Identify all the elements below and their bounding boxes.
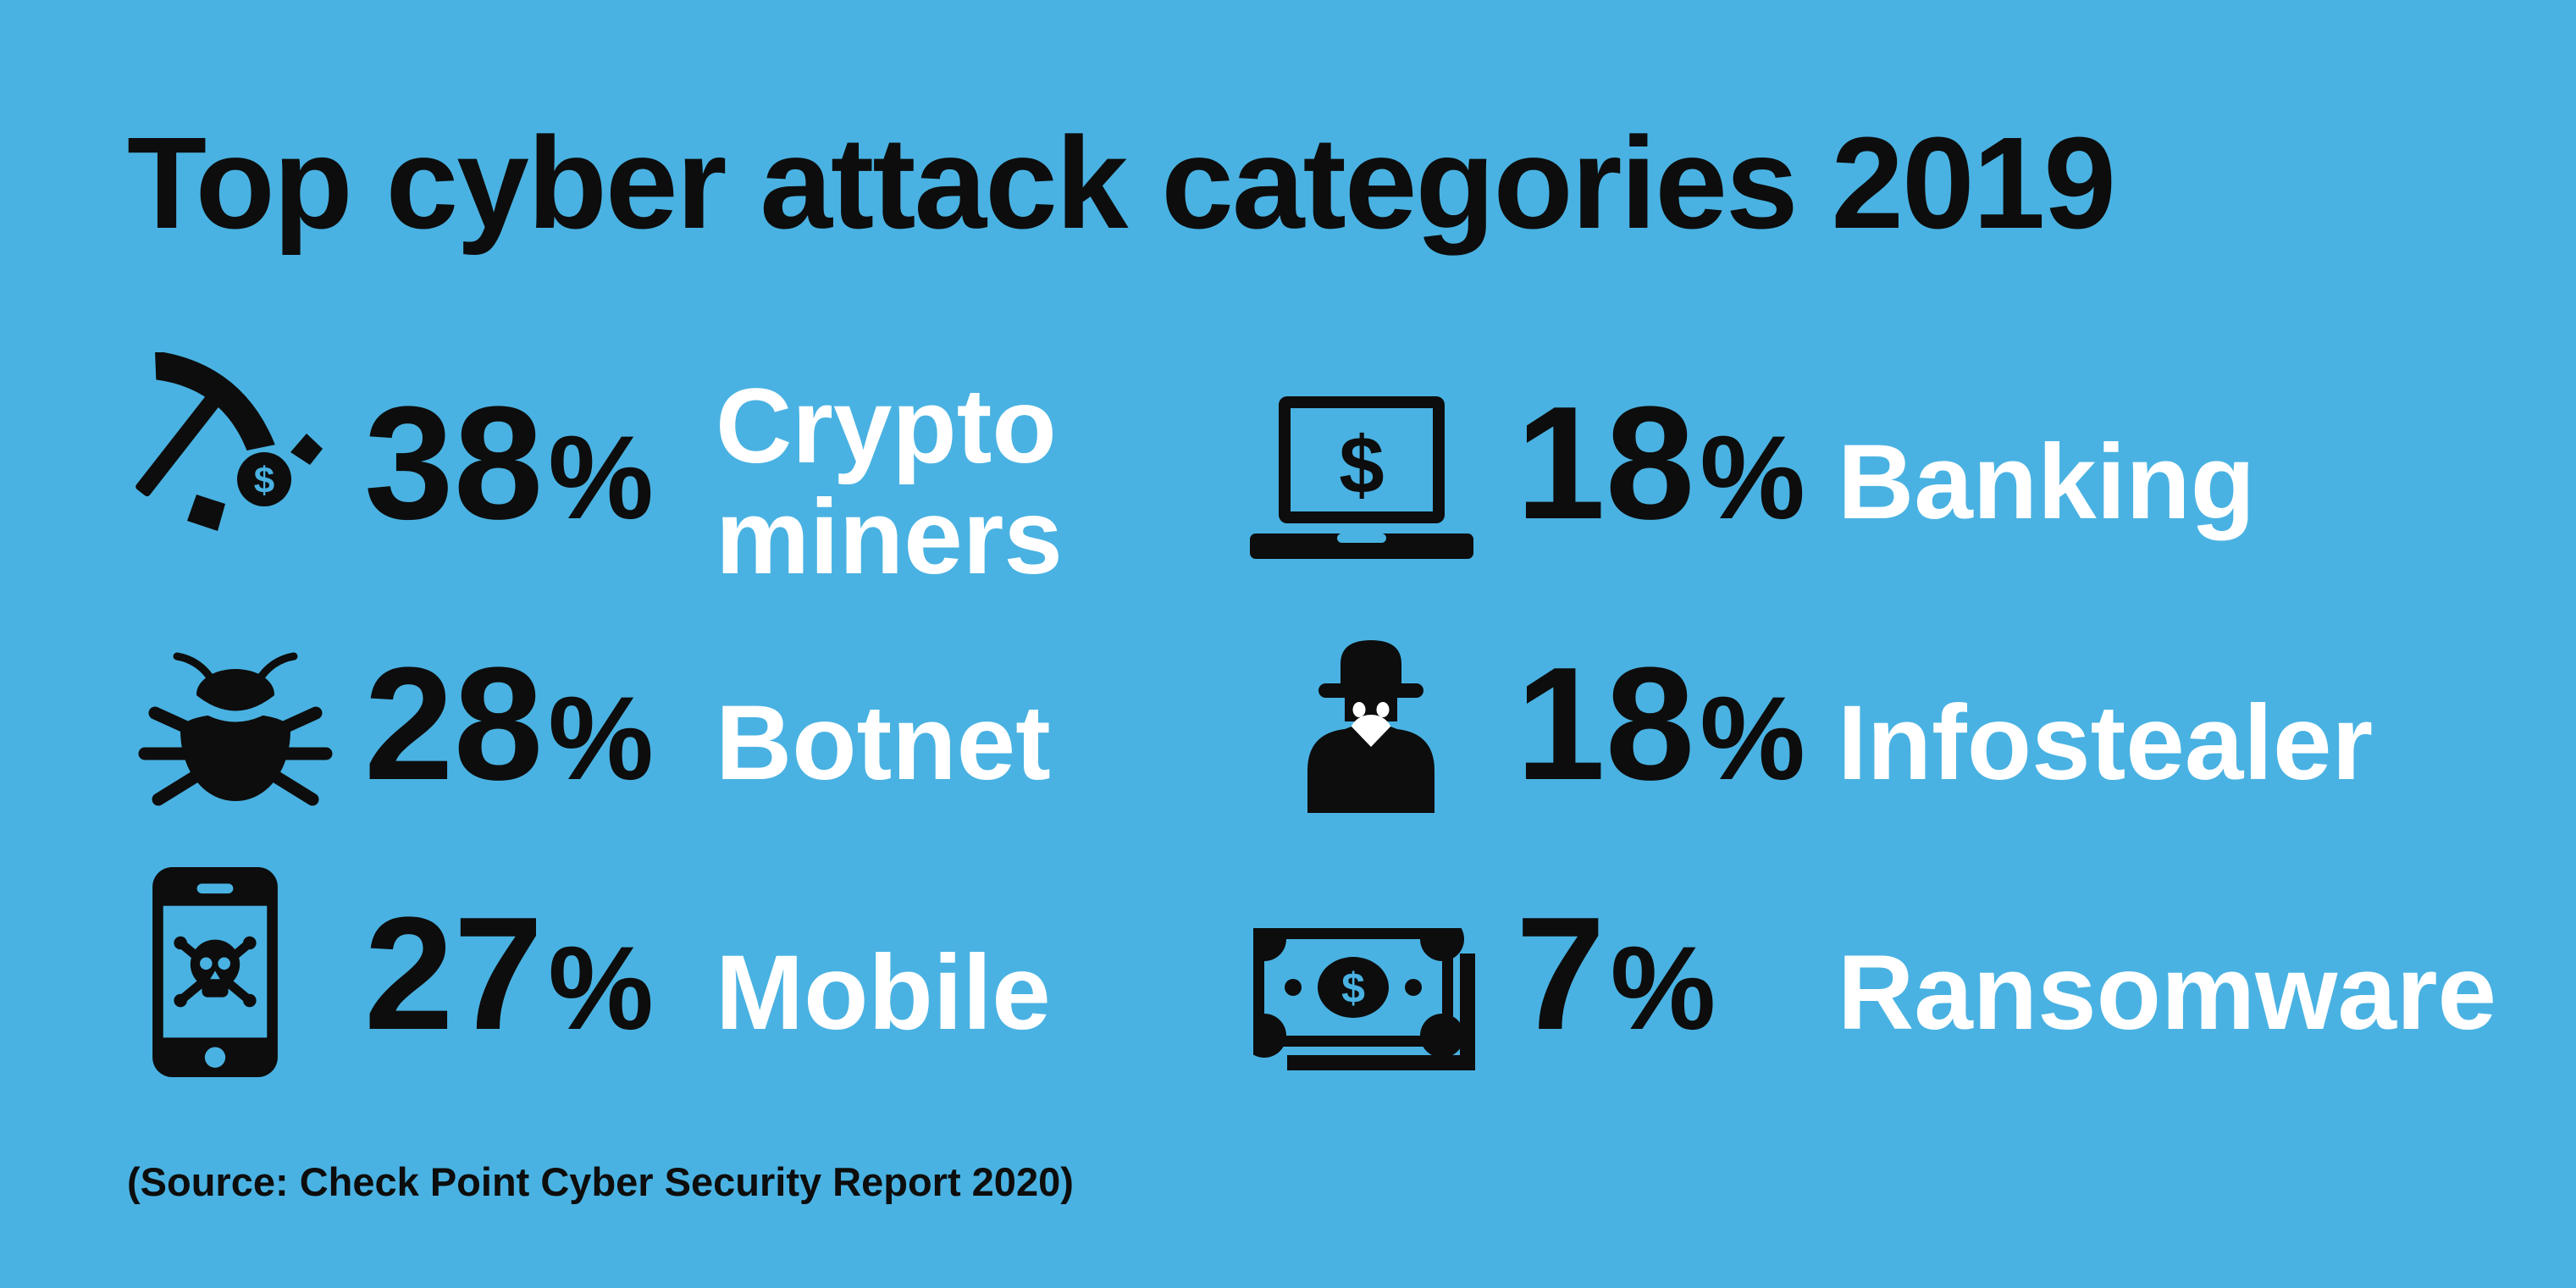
pickaxe-coin-icon: $ [122,352,359,540]
value-number: 18 [1516,634,1695,814]
botnet-label: Botnet [716,684,1051,802]
mobile-label: Mobile [716,934,1051,1052]
value-number: 27 [364,884,544,1064]
percent-sign: % [1700,672,1805,804]
percent-sign: % [1610,921,1716,1054]
money-bills-icon: $ [1253,928,1475,1070]
percent-sign: % [1700,411,1805,544]
botnet-value: 28% [364,644,654,804]
laptop-dollar-glyph: $ [1339,420,1384,511]
value-number: 18 [1516,373,1695,553]
laptop-dollar-icon: $ [1250,396,1473,559]
page-title: Top cyber attack categories 2019 [127,110,2116,256]
banking-label: Banking [1838,423,2256,541]
bug-icon [137,645,334,808]
infostealer-value: 18% [1516,644,1805,804]
value-number: 38 [364,373,544,553]
crypto-miners-value: 38% [364,383,654,544]
value-number: 28 [364,634,544,814]
percent-sign: % [548,672,654,804]
percent-sign: % [548,921,654,1054]
coin-dollar-glyph: $ [254,460,274,501]
bill-dollar-glyph: $ [1341,965,1365,1012]
label-line-2: miners [716,478,1063,597]
crypto-miners-label: Crypto miners [716,371,1063,594]
percent-sign: % [548,411,654,544]
ransomware-value: 7% [1516,893,1716,1054]
infostealer-label: Infostealer [1838,684,2374,802]
phone-skull-icon [151,867,279,1077]
label-line-1: Crypto [716,368,1057,485]
ransomware-label: Ransomware [1838,934,2497,1052]
spy-icon [1291,635,1451,813]
banking-value: 18% [1516,383,1805,544]
mobile-value: 27% [364,893,654,1054]
source-note: (Source: Check Point Cyber Security Repo… [127,1159,1074,1204]
value-number: 7 [1516,884,1606,1064]
